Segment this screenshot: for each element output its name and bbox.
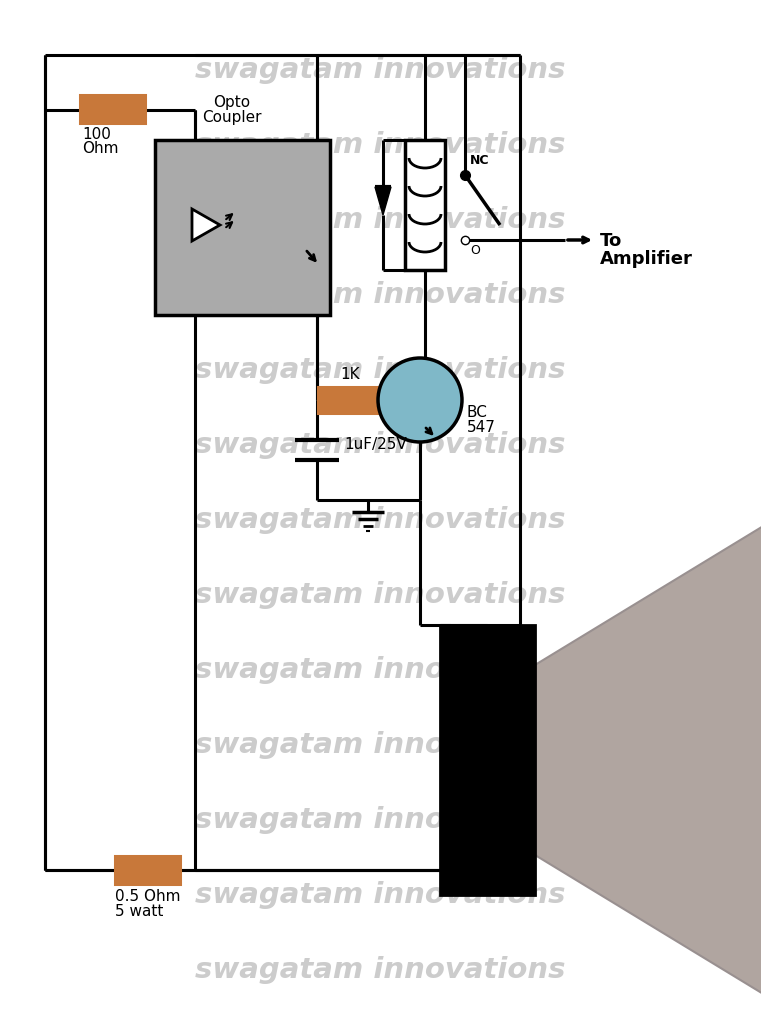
Circle shape bbox=[378, 358, 462, 442]
Text: BC: BC bbox=[467, 406, 488, 420]
Text: swagatam innovations: swagatam innovations bbox=[195, 806, 565, 834]
Bar bbox=[318, 387, 383, 413]
Text: Opto: Opto bbox=[213, 95, 250, 110]
Text: Coupler: Coupler bbox=[202, 110, 262, 125]
Text: swagatam innovations: swagatam innovations bbox=[195, 281, 565, 309]
Polygon shape bbox=[192, 209, 220, 241]
Text: O: O bbox=[470, 244, 480, 257]
Bar bbox=[440, 625, 535, 895]
Text: swagatam innovations: swagatam innovations bbox=[195, 581, 565, 609]
Text: 1uF/25V: 1uF/25V bbox=[344, 437, 406, 453]
Text: 100: 100 bbox=[82, 127, 111, 142]
Text: swagatam innovations: swagatam innovations bbox=[195, 956, 565, 984]
Text: swagatam innovations: swagatam innovations bbox=[195, 431, 565, 459]
Text: 547: 547 bbox=[467, 420, 496, 435]
Text: swagatam innovations: swagatam innovations bbox=[195, 206, 565, 234]
Text: To: To bbox=[600, 232, 622, 250]
Bar bbox=[115, 856, 180, 884]
Text: swagatam innovations: swagatam innovations bbox=[195, 506, 565, 534]
Polygon shape bbox=[535, 525, 761, 995]
Polygon shape bbox=[375, 187, 391, 215]
Text: swagatam innovations: swagatam innovations bbox=[195, 731, 565, 759]
Text: swagatam innovations: swagatam innovations bbox=[195, 131, 565, 159]
Bar bbox=[155, 140, 330, 315]
Text: swagatam innovations: swagatam innovations bbox=[195, 656, 565, 684]
Text: swagatam innovations: swagatam innovations bbox=[195, 356, 565, 384]
Bar bbox=[405, 140, 445, 270]
Text: Amplifier: Amplifier bbox=[600, 250, 693, 268]
Text: swagatam innovations: swagatam innovations bbox=[195, 56, 565, 84]
Text: 0.5 Ohm: 0.5 Ohm bbox=[115, 889, 180, 904]
Text: Ohm: Ohm bbox=[82, 141, 119, 156]
Text: NC: NC bbox=[470, 154, 489, 167]
Text: 1K: 1K bbox=[340, 367, 360, 382]
Bar bbox=[80, 95, 145, 123]
Text: swagatam innovations: swagatam innovations bbox=[195, 881, 565, 909]
Text: 5 watt: 5 watt bbox=[115, 904, 164, 919]
